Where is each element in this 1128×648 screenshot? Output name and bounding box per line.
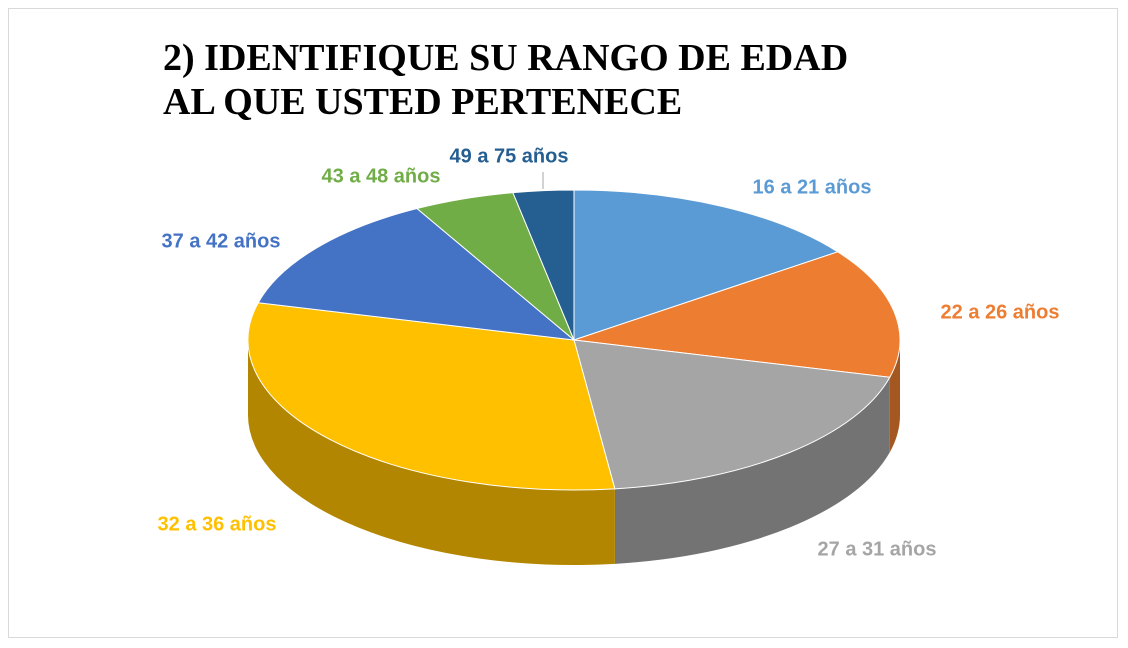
slice-label: 37 a 42 años (162, 230, 281, 252)
pie-slice (247, 302, 616, 491)
slice-label: 27 a 31 años (818, 538, 937, 560)
pie-slice (573, 339, 891, 490)
slice-label: 22 a 26 años (941, 301, 1060, 323)
slice-side (889, 340, 900, 453)
slice-label: 49 a 75 años (450, 145, 569, 167)
slice-side (247, 340, 615, 565)
slice-side-shade (247, 340, 615, 565)
pie-slice (257, 208, 576, 341)
pie-slice (573, 189, 839, 341)
slice-label: 16 a 21 años (753, 176, 872, 198)
slice-side-shade (889, 340, 900, 453)
slice-label: 32 a 36 años (158, 513, 277, 535)
slice-side-shade (614, 377, 890, 564)
chart-frame (8, 8, 1118, 638)
chart-title: 2) IDENTIFIQUE SU RANGO DE EDAD AL QUE U… (163, 37, 849, 123)
pie-slice (512, 189, 575, 341)
pie-slice (573, 251, 901, 378)
slice-side (614, 377, 890, 564)
slice-label: 43 a 48 años (322, 165, 441, 187)
